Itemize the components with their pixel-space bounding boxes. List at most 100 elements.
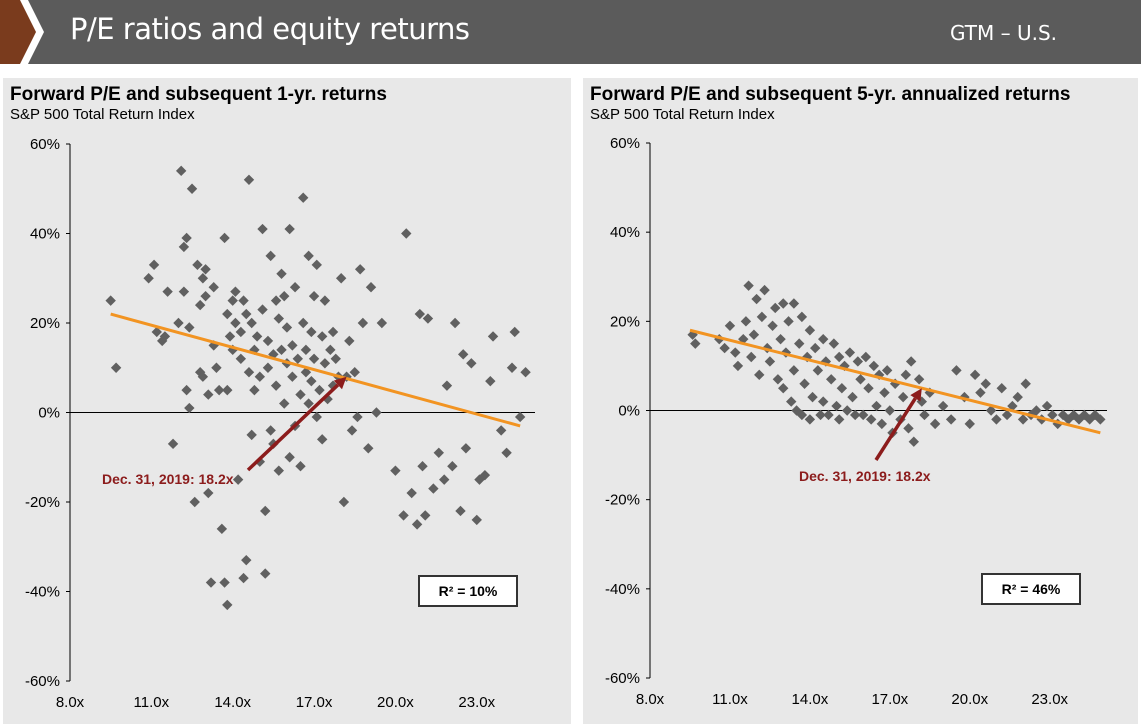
data-point	[501, 447, 512, 458]
data-point	[281, 322, 293, 333]
data-point	[751, 293, 762, 305]
x-tick-label: 14.0x	[214, 694, 251, 711]
data-point	[222, 599, 233, 611]
data-point	[945, 414, 957, 425]
data-point	[767, 320, 778, 331]
data-point	[411, 519, 423, 530]
data-point	[449, 317, 461, 329]
data-point	[778, 383, 789, 394]
data-point	[181, 232, 192, 244]
data-point	[828, 338, 840, 349]
data-point	[799, 378, 810, 389]
data-point	[520, 367, 531, 378]
data-point	[833, 351, 845, 363]
data-point	[184, 322, 195, 333]
data-point	[841, 405, 853, 416]
data-point	[335, 273, 347, 284]
data-point	[224, 331, 236, 342]
data-point	[844, 347, 856, 358]
y-tick-label: 20%	[30, 315, 60, 332]
data-point	[200, 290, 211, 302]
data-point	[818, 396, 829, 407]
y-tick-label: 0%	[618, 403, 640, 420]
y-tick-label: -60%	[605, 670, 640, 687]
data-point	[772, 374, 784, 385]
data-point	[295, 389, 306, 400]
data-point	[509, 326, 520, 338]
data-point	[270, 380, 282, 391]
data-point	[1001, 409, 1013, 421]
data-point	[495, 425, 507, 436]
data-point	[460, 443, 472, 454]
data-point	[211, 362, 222, 373]
data-point	[279, 290, 290, 302]
chart-title: Forward P/E and subsequent 1-yr. returns	[10, 84, 387, 105]
data-point	[730, 347, 741, 358]
data-point	[241, 554, 252, 566]
header-chevron-icon	[0, 0, 44, 64]
data-point	[219, 232, 230, 244]
y-tick-label: 0%	[38, 405, 60, 422]
data-point	[311, 411, 322, 423]
data-point	[417, 461, 428, 472]
data-point	[284, 452, 295, 463]
data-point	[810, 342, 821, 354]
data-point	[1007, 400, 1018, 412]
data-point	[447, 461, 458, 472]
data-point	[186, 183, 198, 194]
data-point	[847, 391, 858, 403]
r-squared-box: R² = 46%	[981, 573, 1081, 605]
data-point	[238, 572, 249, 584]
data-point	[871, 400, 882, 412]
data-point	[270, 295, 282, 306]
y-tick-label: -20%	[25, 494, 60, 511]
data-point	[260, 568, 271, 579]
data-point	[284, 223, 295, 235]
data-point	[251, 331, 263, 342]
data-point	[398, 510, 409, 521]
data-point	[184, 402, 195, 414]
data-point	[390, 465, 401, 476]
data-point	[257, 304, 268, 315]
chart-panel-5yr: Forward P/E and subsequent 5-yr. annuali…	[583, 78, 1138, 724]
page-title: P/E ratios and equity returns	[70, 12, 470, 46]
data-point	[863, 383, 874, 394]
data-point	[833, 414, 845, 425]
x-tick-label: 11.0x	[134, 694, 170, 711]
data-point	[208, 282, 219, 293]
data-point	[919, 409, 930, 421]
data-point	[243, 174, 255, 185]
data-point	[300, 344, 312, 356]
header-bar: P/E ratios and equity returns GTM – U.S.	[0, 0, 1141, 64]
data-point	[298, 192, 309, 203]
header-tag: GTM – U.S.	[949, 21, 1057, 45]
data-point	[178, 241, 190, 253]
data-point	[319, 358, 331, 369]
data-point	[192, 259, 203, 271]
data-point	[213, 384, 225, 396]
scatter-plot-1yr: 60% 40% 20% 0% -20% -40% -60% 8.0x 11.0x 14.0x 17.…	[25, 136, 535, 711]
data-point	[143, 273, 154, 284]
data-point	[831, 400, 842, 412]
data-point	[327, 326, 339, 338]
data-point	[346, 425, 358, 436]
data-point	[232, 474, 244, 485]
x-tick-label: 23.0x	[1031, 691, 1068, 708]
data-point	[295, 461, 306, 472]
data-point	[975, 387, 986, 398]
data-point	[778, 298, 789, 309]
data-point	[159, 331, 171, 342]
data-point	[289, 282, 301, 293]
x-tick-label: 8.0x	[56, 694, 85, 711]
data-point	[303, 398, 314, 409]
data-point	[479, 469, 491, 481]
scatter-plot-5yr: 60% 40% 20% 0% -20% -40% -60% 8.0x 11.0x 14.0x 17.…	[605, 135, 1107, 708]
data-point	[287, 340, 298, 351]
data-point	[796, 311, 808, 323]
data-point	[235, 353, 247, 364]
data-point	[422, 313, 434, 324]
y-tick-label: 40%	[30, 226, 60, 243]
data-point	[420, 510, 431, 521]
data-point	[788, 365, 800, 376]
data-point	[314, 384, 325, 396]
